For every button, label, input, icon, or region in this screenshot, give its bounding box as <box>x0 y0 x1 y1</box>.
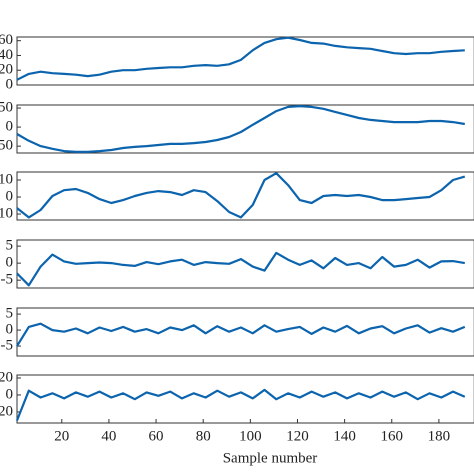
series-line <box>16 251 465 287</box>
y-tick-label: -5 <box>1 338 14 354</box>
y-tick-label: 40 <box>0 47 13 63</box>
panel-frame <box>16 307 474 357</box>
series-line <box>15 388 466 421</box>
y-tick-label: 5 <box>6 238 14 254</box>
y-tick-label: -50 <box>0 138 13 154</box>
y-tick-label: 0 <box>6 255 14 271</box>
y-tick-label: 0 <box>6 386 14 402</box>
y-tick-label: 0 <box>6 76 14 92</box>
y-tick-label: 20 <box>0 369 13 385</box>
x-tick-label: 120 <box>286 428 309 444</box>
series-line <box>16 36 465 81</box>
x-tick-label: 60 <box>149 428 164 444</box>
x-tick-label: 40 <box>101 428 116 444</box>
series-line <box>16 105 465 153</box>
y-tick-label: 0 <box>6 188 14 204</box>
x-tick-label: 80 <box>196 428 211 444</box>
y-tick-label: 60 <box>0 32 13 48</box>
y-tick-label: 0 <box>6 322 14 338</box>
x-axis-label: Sample number <box>223 450 318 466</box>
panel-frame <box>16 239 474 289</box>
panel-frame <box>16 104 474 154</box>
x-tick-label: 180 <box>428 428 451 444</box>
y-tick-label: 5 <box>6 306 14 322</box>
y-tick-label: 50 <box>0 99 13 115</box>
y-tick-label: 20 <box>0 62 13 78</box>
x-tick-label: 20 <box>54 428 69 444</box>
series-line <box>16 172 466 219</box>
x-tick-label: 160 <box>381 428 404 444</box>
y-tick-label: 0 <box>6 119 14 135</box>
panel-frame <box>16 374 474 424</box>
x-tick-label: 100 <box>239 428 262 444</box>
y-tick-label: -5 <box>1 272 14 288</box>
y-tick-label: 10 <box>0 171 13 187</box>
y-tick-label: -20 <box>0 403 13 419</box>
panel-frame <box>16 171 474 221</box>
panel-frame <box>16 36 474 86</box>
x-tick-label: 140 <box>333 428 356 444</box>
series-line <box>16 322 466 347</box>
y-tick-label: -10 <box>0 205 13 221</box>
